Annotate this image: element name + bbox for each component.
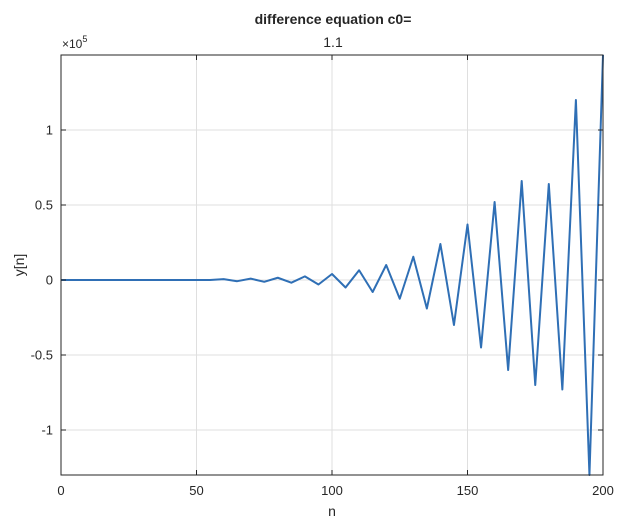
grid-lines [60,55,604,475]
x-tick-label-3: 150 [457,483,479,498]
y-axis-label: y[n] [11,254,27,277]
y-tick-label-0: -1 [41,423,53,438]
y-tick-label-3: 0.5 [35,198,53,213]
chart-title: difference equation c0= [255,11,412,27]
y-axis: -1 -0.5 0 0.5 1 [31,123,603,438]
x-axis-label: n [328,503,336,519]
y-exponent-base: ×10 [62,37,83,51]
y-exponent-label: ×105 [62,34,87,51]
data-series [61,54,604,476]
chart-subtitle: 1.1 [323,34,343,50]
y-tick-label-1: -0.5 [31,348,53,363]
x-axis: 0 50 100 150 200 [57,55,614,498]
series-line-0 [61,54,604,476]
y-tick-label-4: 1 [46,123,53,138]
x-tick-label-1: 50 [189,483,203,498]
y-tick-label-2: 0 [46,273,53,288]
x-tick-label-0: 0 [57,483,64,498]
x-tick-label-4: 200 [592,483,614,498]
y-exponent-power: 5 [82,34,87,44]
x-tick-label-2: 100 [321,483,343,498]
